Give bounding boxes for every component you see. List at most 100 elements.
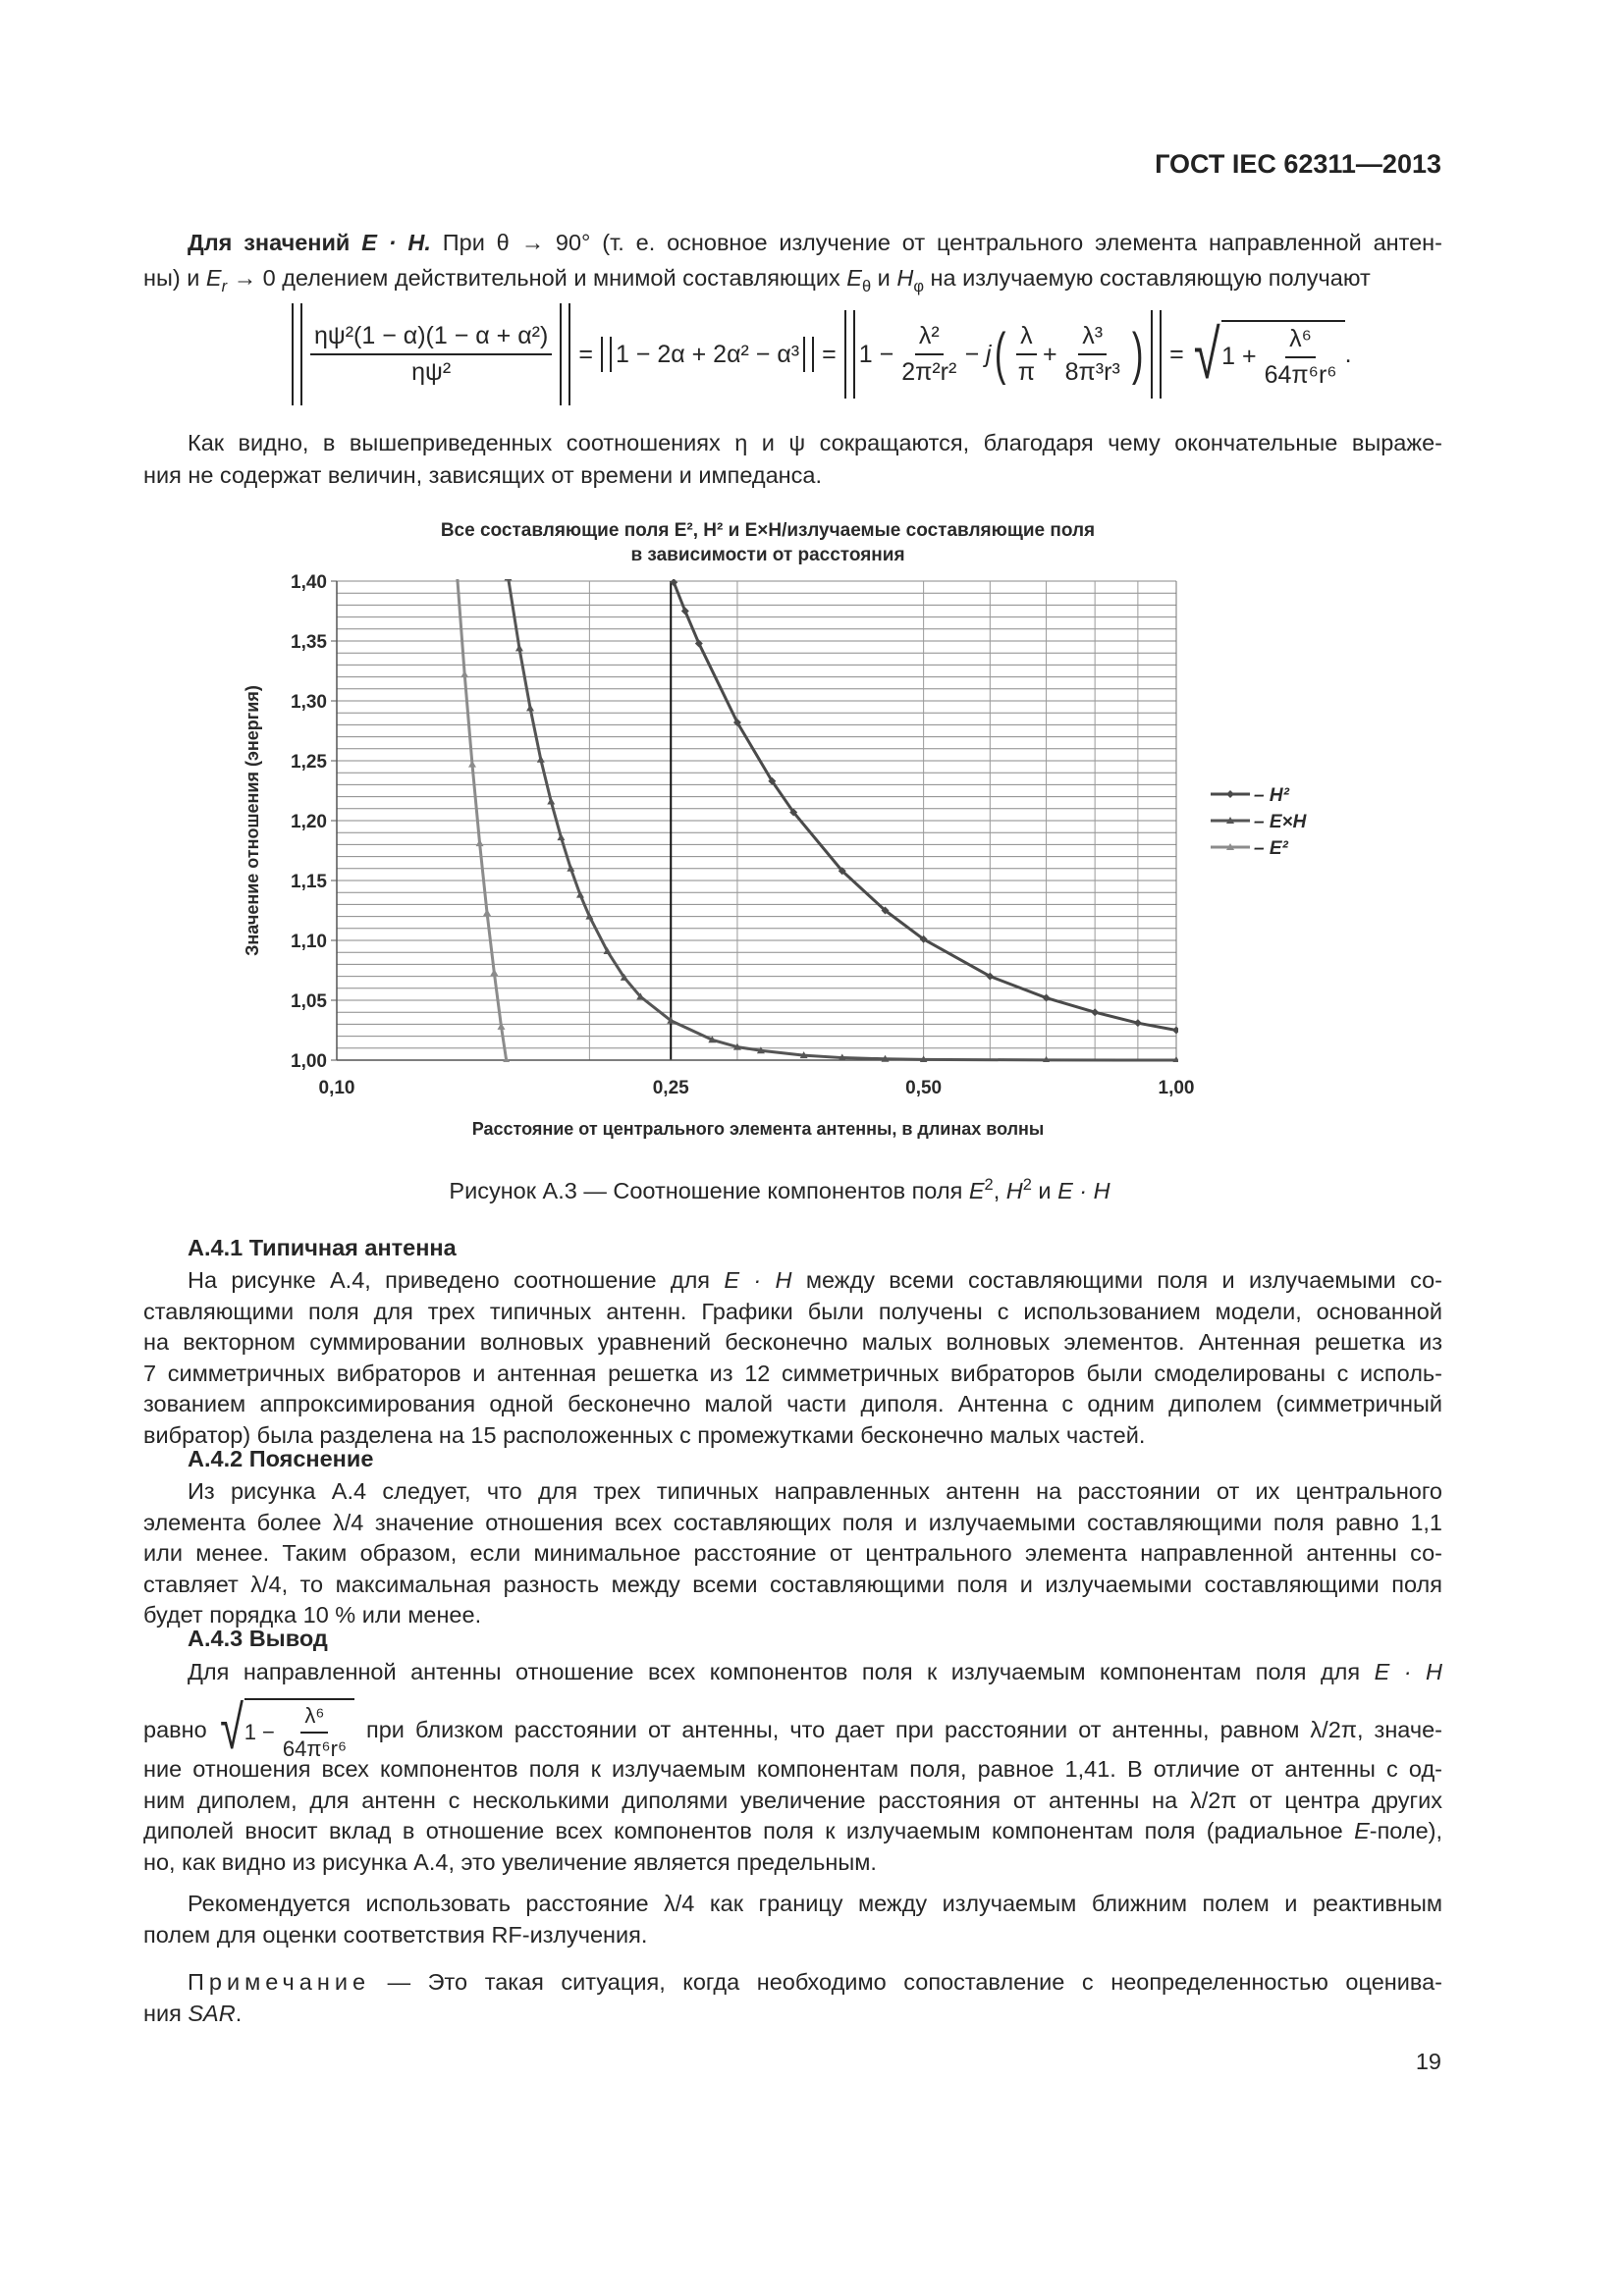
text-line: Для значений E · H. При θ → 90° (т. е. о… [143,225,1442,260]
text-line: Как видно, в вышеприведенных соотношения… [143,427,1442,459]
term: 1 − [244,1719,275,1744]
data-point [1172,1056,1178,1062]
legend-label: – E×H [1254,812,1308,832]
chart-field-ratio: Все составляющие поля E², H² и E×H/излуч… [243,520,1308,1139]
text-run: E · H [1057,1178,1110,1203]
data-point [603,946,612,954]
text-run: , [993,1178,1006,1203]
fraction: λ³ 8π³r³ [1061,322,1124,387]
x-tick-label: 0,50 [905,1078,942,1098]
text-run: — Это такая ситуация, когда необходимо с… [370,1969,1442,1995]
text-run: H [1005,1178,1023,1203]
legend-marker [1226,790,1234,798]
series-0 [670,579,1178,1035]
text-run: на излучаемую составляющую получают [923,265,1371,291]
section-heading-a42: А.4.2 Пояснение [188,1446,374,1471]
text-run: Для направленной антенны отношение всех … [188,1659,1375,1684]
data-point [503,1056,511,1062]
y-tick-label: 1,00 [291,1051,327,1072]
text-line: диполей вносит вклад в отношение всех ко… [143,1816,1442,1847]
denominator: 64π⁶r⁶ [1264,360,1337,389]
denominator: 64π⁶r⁶ [282,1735,347,1761]
data-point [460,670,469,678]
data-point [708,1036,717,1043]
data-point [620,973,628,981]
text-run: . [235,2000,243,2026]
fraction: λ² 2π²r² [897,322,960,387]
data-point [585,912,594,920]
plus-sign: + [1043,340,1057,368]
text-line: ния SAR. [143,1999,1442,2030]
term: − j [964,340,992,368]
text-run: E [1354,1818,1370,1844]
series-line [456,579,509,1061]
text-run: E · H [724,1267,792,1293]
square-root: √ 1 + λ⁶ 64π⁶r⁶ [1188,319,1345,390]
data-point [1172,1026,1178,1035]
text-run: 7 симметричных вибраторов и антенная реш… [143,1360,1442,1386]
text-run: элемента более λ/4 значение отношения вс… [143,1509,1442,1535]
text-line: ставляет λ/4, то максимальная разность м… [143,1570,1442,1601]
data-point [467,760,476,768]
text: равно [143,1716,207,1742]
numerator: λ [1016,322,1037,355]
x-tick-label: 1,00 [1159,1078,1195,1098]
text-run: SAR [188,2000,236,2026]
text-line: на векторном суммировании волновых уравн… [143,1327,1442,1359]
term: 1 + [1221,343,1257,370]
data-point [919,934,928,943]
data-point [475,839,484,847]
series-line [672,581,1177,1032]
numerator: λ⁶ [1285,325,1316,358]
y-tick-label: 1,05 [291,991,327,1012]
text-run: 2 [1022,1175,1032,1194]
text-line: Для направленной антенны отношение всех … [143,1657,1442,1688]
paragraph-conclusion-cont: ние отношения всех компонентов поля к из… [143,1754,1442,1878]
norm-bar [1151,310,1163,399]
y-tick-label: 1,15 [291,872,327,892]
series-line [507,579,1177,1062]
text-run: полем для оценки соответствия RF-излучен… [143,1921,648,1948]
text-run: или менее. Таким образом, если минимальн… [143,1540,1442,1567]
text-line: Примечание — Это такая ситуация, когда н… [143,1967,1442,1999]
text-line: полем для оценки соответствия RF-излучен… [143,1920,1442,1951]
data-point [838,1053,846,1061]
text-run: ния [143,2000,189,2026]
data-point [694,639,703,648]
data-point [919,1055,928,1062]
text-run: Примечание [188,1969,371,1995]
text-run: будет порядка 10 % или менее. [143,1602,482,1629]
text-line: элемента более λ/4 значение отношения вс… [143,1508,1442,1539]
data-point [756,1046,765,1054]
y-tick-label: 1,35 [291,632,327,653]
legend-label: – E² [1254,838,1289,859]
section-heading-a43: А.4.3 Вывод [188,1626,328,1651]
series-2 [456,579,511,1062]
data-point [986,972,995,981]
data-point [768,776,777,785]
text-run: Рекомендуется использовать расстояние λ/… [188,1891,1442,1916]
series-1 [504,579,1178,1062]
data-point [732,718,741,726]
data-point [526,704,535,712]
section-heading-a41: А.4.1 Типичная антенна [188,1235,457,1260]
data-point [490,968,499,976]
fraction: λ⁶ 64π⁶r⁶ [1261,325,1341,390]
data-point [636,992,645,1000]
paragraph-cancellation: Как видно, в вышеприведенных соотношения… [143,427,1442,492]
data-point [575,890,584,898]
text-run: и [1031,1178,1058,1203]
text-line: ним диполем, для антенн с несколькими ди… [143,1786,1442,1817]
paragraph-e-h-values: Для значений E · H. При θ → 90° (т. е. о… [143,225,1442,295]
norm-bar [803,337,815,372]
denominator: 2π²r² [901,358,957,386]
data-point [680,607,689,615]
equals-sign: = [822,340,837,368]
data-point [881,906,890,915]
equals-sign: = [578,340,593,368]
norm-bar [600,337,612,372]
data-point [799,1051,808,1059]
data-point [1043,1055,1051,1062]
legend-marker [1226,817,1234,824]
y-tick-label: 1,20 [291,812,327,832]
